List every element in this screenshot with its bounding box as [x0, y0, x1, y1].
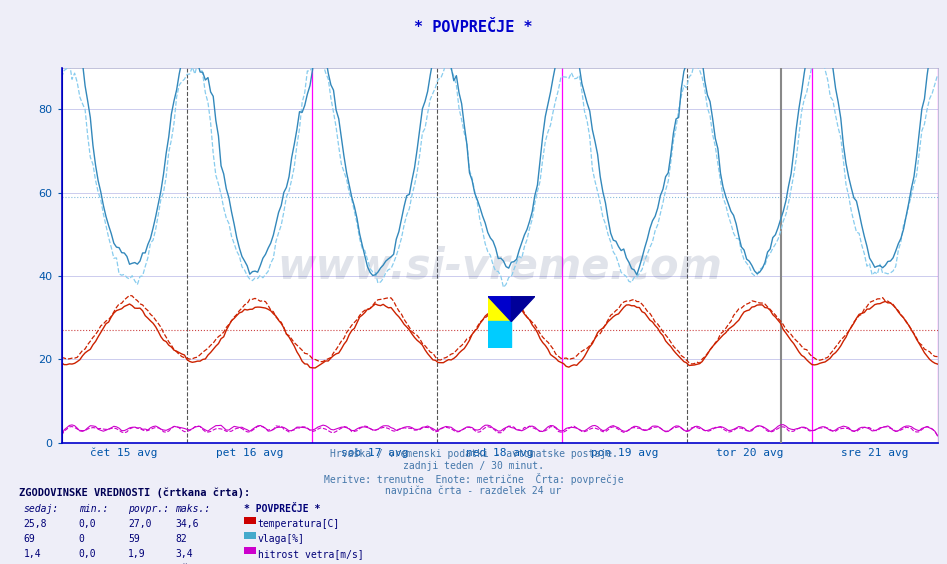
Text: ZGODOVINSKE VREDNOSTI (črtkana črta):: ZGODOVINSKE VREDNOSTI (črtkana črta): — [19, 488, 250, 499]
Text: 25,8: 25,8 — [24, 519, 47, 529]
Text: min.:: min.: — [79, 504, 108, 514]
Text: 3,4: 3,4 — [175, 549, 193, 559]
Text: * POVPREČJE *: * POVPREČJE * — [414, 20, 533, 35]
Text: 0,0: 0,0 — [79, 519, 97, 529]
Text: navpična črta - razdelek 24 ur: navpična črta - razdelek 24 ur — [385, 486, 562, 496]
Text: TRENUTNE VREDNOSTI (polna črta):: TRENUTNE VREDNOSTI (polna črta): — [19, 563, 219, 564]
Text: 27,0: 27,0 — [128, 519, 152, 529]
Text: 59: 59 — [128, 534, 139, 544]
Text: Hrvaška / vremenski podatki - avtomatske postaje.: Hrvaška / vremenski podatki - avtomatske… — [330, 448, 617, 459]
Text: temperatura[C]: temperatura[C] — [258, 519, 340, 529]
Text: 34,6: 34,6 — [175, 519, 199, 529]
Text: www.si-vreme.com: www.si-vreme.com — [277, 245, 722, 288]
Text: zadnji teden / 30 minut.: zadnji teden / 30 minut. — [403, 461, 544, 471]
Polygon shape — [488, 296, 511, 321]
Text: maks.:: maks.: — [175, 504, 210, 514]
Text: vlaga[%]: vlaga[%] — [258, 534, 305, 544]
Text: sedaj:: sedaj: — [24, 504, 59, 514]
Text: 0,0: 0,0 — [79, 549, 97, 559]
Text: 82: 82 — [175, 534, 187, 544]
Polygon shape — [511, 296, 535, 321]
Text: hitrost vetra[m/s]: hitrost vetra[m/s] — [258, 549, 364, 559]
Text: Meritve: trenutne  Enote: metrične  Črta: povprečje: Meritve: trenutne Enote: metrične Črta: … — [324, 473, 623, 485]
Text: * POVPREČJE *: * POVPREČJE * — [244, 504, 321, 514]
Text: 1,4: 1,4 — [24, 549, 42, 559]
Text: 0: 0 — [79, 534, 84, 544]
Text: povpr.:: povpr.: — [128, 504, 169, 514]
Text: 69: 69 — [24, 534, 35, 544]
Text: 1,9: 1,9 — [128, 549, 146, 559]
